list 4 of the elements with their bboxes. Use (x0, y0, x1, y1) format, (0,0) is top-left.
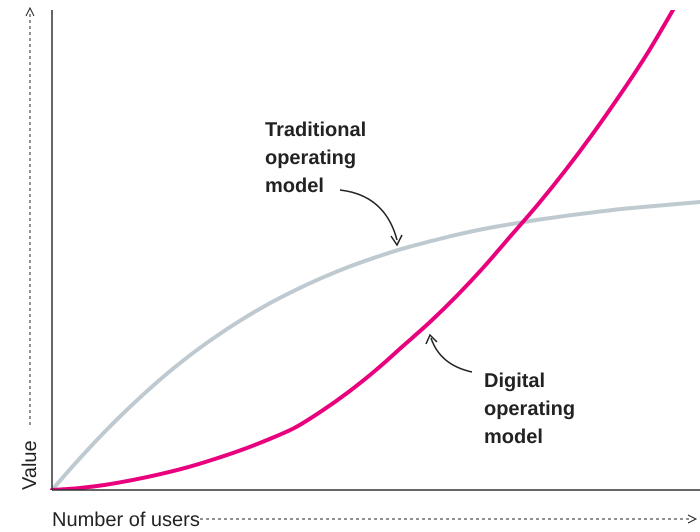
y-axis-title: Value (19, 440, 41, 490)
x-axis-title: Number of users (52, 509, 200, 531)
annotation: Traditional operating model (265, 119, 366, 197)
annotation: Digital operating model (484, 370, 576, 448)
